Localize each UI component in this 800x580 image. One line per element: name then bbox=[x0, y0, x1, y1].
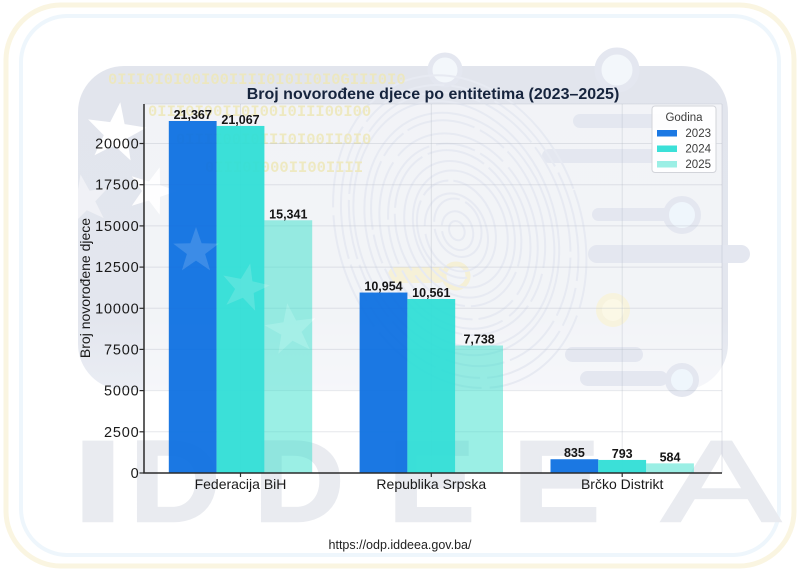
svg-text:15000: 15000 bbox=[95, 219, 139, 235]
svg-text:0III0I00II0I00I0III00I00: 0III0I00II0I00I0III00I00 bbox=[148, 103, 371, 121]
svg-text:12500: 12500 bbox=[95, 260, 139, 276]
svg-text:21,367: 21,367 bbox=[174, 108, 212, 122]
svg-text:10000: 10000 bbox=[95, 301, 139, 317]
svg-text:Broj novorođene djece: Broj novorođene djece bbox=[77, 218, 93, 358]
svg-text:20000: 20000 bbox=[95, 137, 139, 153]
svg-text:584: 584 bbox=[660, 450, 681, 464]
svg-text:793: 793 bbox=[612, 447, 633, 461]
svg-text:17500: 17500 bbox=[95, 178, 139, 194]
svg-text:Federacija BiH: Federacija BiH bbox=[195, 476, 287, 492]
svg-text:0III0I0I00I00IIII0I0II0I0GIII0: 0III0I0I00I00IIII0I0II0I0GIII0I0 bbox=[108, 71, 406, 89]
svg-text:0: 0 bbox=[131, 466, 140, 482]
svg-text:Godina: Godina bbox=[665, 112, 703, 124]
svg-text:10,561: 10,561 bbox=[412, 286, 450, 300]
svg-text:21,067: 21,067 bbox=[221, 113, 259, 127]
svg-text:2024: 2024 bbox=[685, 144, 711, 156]
svg-text:I: I bbox=[72, 417, 124, 546]
svg-text:15,341: 15,341 bbox=[269, 207, 307, 221]
svg-text:https://odp.iddeea.gov.ba/: https://odp.iddeea.gov.ba/ bbox=[329, 538, 472, 552]
svg-text:A: A bbox=[662, 417, 781, 546]
svg-text:5000: 5000 bbox=[104, 384, 139, 400]
svg-text:2025: 2025 bbox=[685, 159, 711, 171]
svg-text:E: E bbox=[513, 418, 600, 546]
svg-text:2500: 2500 bbox=[104, 425, 139, 441]
svg-text:10,954: 10,954 bbox=[364, 280, 402, 294]
svg-text:Republika Srpska: Republika Srpska bbox=[376, 476, 486, 492]
svg-text:7500: 7500 bbox=[104, 342, 139, 358]
svg-text:2023: 2023 bbox=[685, 128, 711, 140]
svg-text:7,738: 7,738 bbox=[463, 333, 494, 347]
svg-text:Broj novorođene djece po entit: Broj novorođene djece po entitetima (202… bbox=[247, 86, 620, 103]
svg-text:Brčko Distrikt: Brčko Distrikt bbox=[581, 476, 664, 492]
svg-text:835: 835 bbox=[564, 446, 585, 460]
